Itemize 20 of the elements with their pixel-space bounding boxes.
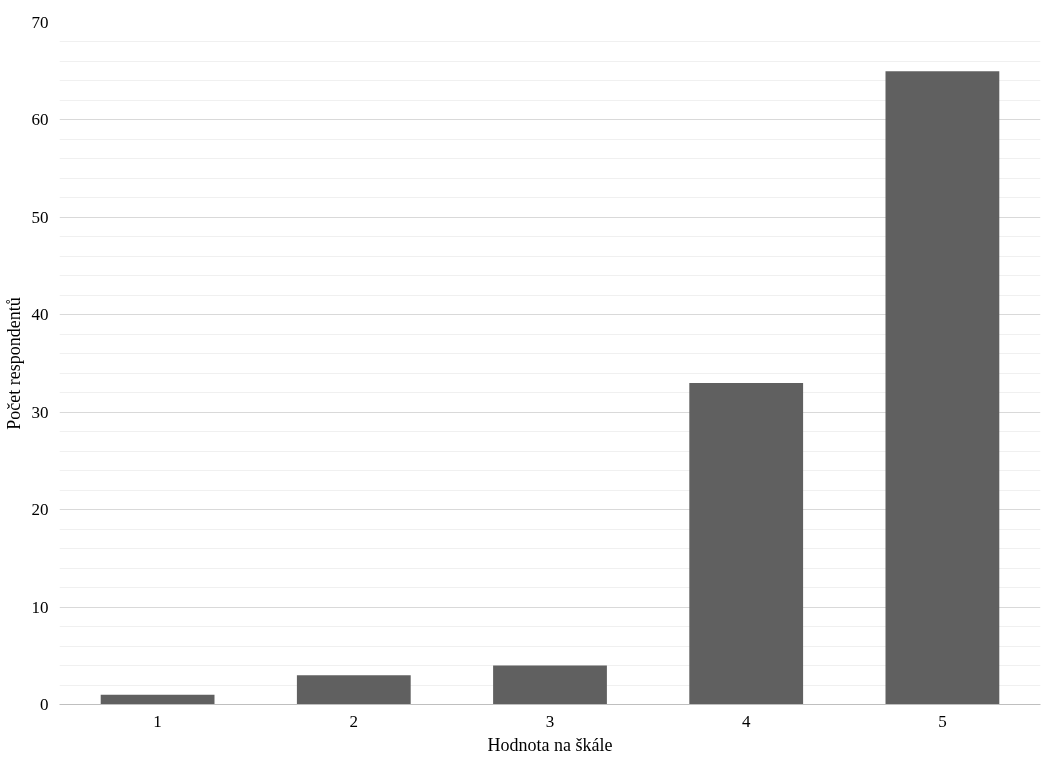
bar [885, 71, 1000, 705]
y-tick-label: 0 [40, 695, 49, 714]
y-tick-label: 30 [31, 402, 49, 422]
bar [100, 694, 215, 705]
x-tick-label: 3 [545, 711, 555, 731]
x-tick-label: 1 [153, 711, 162, 731]
y-tick-label: 10 [31, 597, 49, 617]
y-tick-label: 40 [31, 305, 49, 325]
x-tick-label: 4 [741, 711, 751, 731]
bar [689, 382, 804, 705]
x-tick-label: 5 [938, 711, 947, 731]
x-axis-title: Hodnota na škále [487, 734, 613, 755]
bar [296, 675, 411, 705]
y-tick-label: 50 [31, 207, 49, 227]
y-axis-title: Počet respondentů [3, 297, 24, 430]
y-tick-label: 60 [31, 110, 49, 130]
y-tick-label: 20 [31, 500, 49, 520]
x-tick-label: 2 [349, 711, 359, 731]
bar [493, 665, 607, 705]
y-tick-label: 70 [31, 13, 49, 32]
